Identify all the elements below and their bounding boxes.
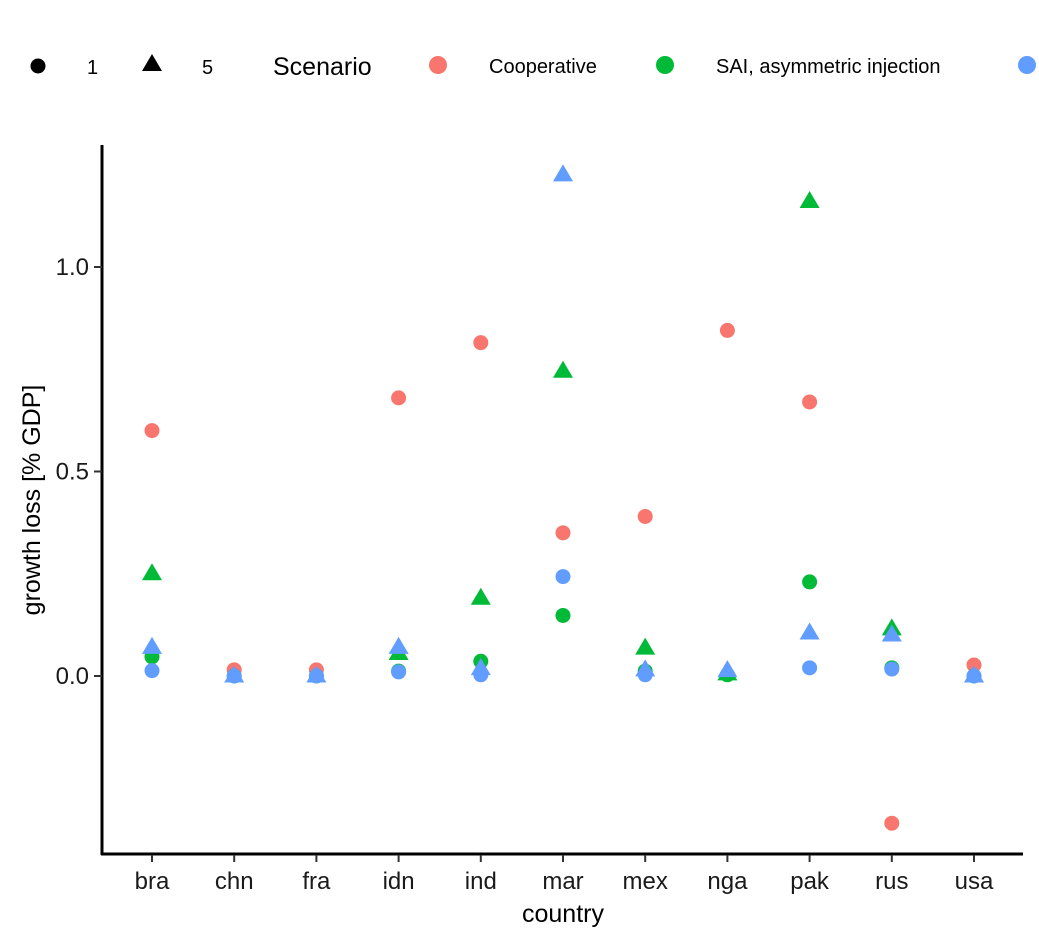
point-circle-s0-pak: [802, 394, 818, 410]
point-triangle-s2-rus: [881, 624, 902, 642]
legend-swatch-sai: [656, 56, 674, 74]
x-tick-label: usa: [955, 868, 994, 895]
point-circle-s2-bra: [144, 663, 160, 679]
point-circle-s2-rus: [884, 661, 900, 677]
legend-shape-entry-5: 5: [142, 54, 213, 79]
legend-color-entry-cooperative: Cooperative: [429, 56, 597, 78]
legend-swatch-cooperative: [429, 56, 447, 74]
point-triangle-s2-chn: [224, 665, 245, 683]
point-circle-s0-idn: [391, 390, 407, 406]
legend-label-cooperative: Cooperative: [489, 56, 597, 78]
legend-swatch-third: [1018, 56, 1036, 74]
legend-shape-label-1: 1: [87, 57, 98, 79]
x-tick-label: chn: [215, 868, 254, 895]
x-tick-label: rus: [875, 868, 908, 895]
x-tick-label: mex: [623, 868, 668, 895]
point-circle-s0-bra: [144, 423, 160, 439]
x-tick-label: pak: [790, 868, 830, 895]
point-circle-s0-nga: [719, 322, 735, 338]
point-triangle-s2-mex: [635, 659, 656, 677]
x-tick-label: nga: [707, 868, 748, 895]
legend-color-entry-sai: SAI, asymmetric injection: [656, 56, 941, 78]
point-circle-s0-usa: [966, 657, 982, 673]
x-tick-label: bra: [135, 868, 170, 895]
y-tick-label: 0.5: [56, 459, 89, 486]
point-circle-s2-pak: [802, 660, 818, 676]
point-circle-s0-mar: [555, 525, 571, 541]
point-triangle-s2-ind: [470, 658, 491, 676]
point-circle-s2-idn: [391, 664, 407, 680]
point-circle-s0-ind: [473, 335, 489, 351]
y-axis-ticks: 0.0 0.5 1.0: [56, 254, 102, 690]
y-tick-label: 0.0: [56, 663, 89, 690]
legend-label-sai: SAI, asymmetric injection: [716, 56, 941, 78]
point-triangle-s2-idn: [388, 636, 409, 654]
point-circle-s0-rus: [884, 815, 900, 831]
point-triangle-s1-bra: [142, 563, 162, 581]
point-triangle-s1-pak: [799, 191, 820, 209]
legend-circle-key: [30, 58, 46, 74]
point-triangle-s2-bra: [142, 636, 162, 654]
point-triangle-s1-mar: [553, 360, 573, 378]
point-circle-s2-mar: [555, 569, 571, 585]
x-axis-ticks: bra chn fra idn ind mar mex nga pak rus usa: [135, 855, 994, 895]
legend-color-entry-third: [1018, 56, 1036, 74]
legend-color-title: Scenario: [273, 53, 372, 81]
legend-triangle-key: [142, 54, 162, 71]
point-triangle-s1-ind: [470, 587, 491, 605]
point-circle-s1-mar: [555, 607, 571, 623]
point-triangle-s2-fra: [306, 665, 327, 683]
x-tick-label: mar: [542, 868, 583, 895]
legend-shape-entry-1: 1: [30, 57, 98, 79]
y-tick-label: 1.0: [56, 254, 89, 281]
y-axis-title: growth loss [% GDP]: [18, 385, 46, 616]
point-circle-s1-pak: [802, 574, 818, 590]
point-triangle-s2-usa: [964, 665, 984, 683]
x-tick-label: fra: [302, 868, 331, 895]
legend-shape-label-5: 5: [202, 57, 213, 79]
point-circle-s0-mex: [637, 508, 653, 524]
point-triangle-s1-mex: [635, 637, 656, 655]
point-triangle-s2-pak: [799, 622, 820, 640]
x-tick-label: idn: [383, 868, 415, 895]
x-axis-title: country: [522, 900, 604, 928]
legend: 1 5 Scenario Cooperative SAI, asymmetric…: [30, 53, 1036, 81]
point-triangle-s2-nga: [717, 660, 738, 678]
data-points: [142, 164, 984, 831]
point-triangle-s2-mar: [553, 164, 573, 182]
x-tick-label: ind: [465, 868, 497, 895]
